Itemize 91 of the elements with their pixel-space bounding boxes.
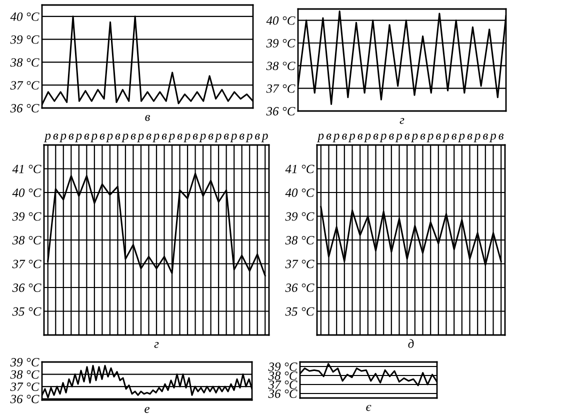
y-tick-label: 37 °C [268,380,298,389]
y-tick-label: 38 °C [285,236,314,244]
y-tick-label: 38 °C [12,236,42,244]
x-axis-title: г [154,342,159,348]
x-tick-label: в [404,134,410,140]
y-tick-label: 40 °C [266,16,296,25]
y-tick-label: 37 °C [10,382,40,391]
y-tick-label: 38 °C [10,58,40,67]
x-tick-label: р [184,134,190,142]
x-axis-title: е [144,406,150,413]
y-tick-label: 38 °C [266,62,296,70]
y-tick-label: 38 °C [10,370,40,379]
x-tick-label: р [230,134,237,142]
x-tick-label: в [240,134,244,140]
y-tick-label: 41 °C [12,164,42,174]
x-tick-label: р [44,134,51,142]
y-tick-label: 36 °C [10,104,40,112]
y-tick-label: 38 °C [268,372,298,380]
x-tick-label: в [483,134,488,140]
y-tick-label: 36 °C [268,390,298,398]
x-tick-label: в [162,134,167,140]
y-tick-label: 39 °C [10,358,40,366]
y-tick-label: 39 °C [12,212,42,221]
y-tick-label: 37 °C [285,260,314,268]
y-tick-label: 39 °C [268,362,298,371]
x-tick-label: р [317,134,324,142]
x-tick-label: р [168,134,175,142]
x-tick-label: р [380,134,386,142]
y-tick-label: 40 °C [12,188,42,197]
x-tick-label: р [395,134,402,142]
x-tick-label: в [342,134,347,140]
x-tick-label: р [364,134,371,142]
x-tick-label: р [75,134,82,142]
x-axis-title: д [408,339,414,348]
x-tick-label: р [442,134,449,142]
x-tick-label: в [358,134,363,140]
x-tick-label: в [53,134,58,140]
x-tick-label: в [436,134,441,140]
x-tick-label: в [452,134,457,140]
x-tick-label: в [467,134,472,140]
y-tick-label: 39 °C [10,35,40,44]
x-tick-label: в [208,134,214,140]
x-tick-label: р [60,134,66,142]
x-tick-label: р [489,134,496,142]
x-tick-label: в [192,134,198,140]
x-tick-label: р [426,134,434,142]
y-tick-label: 40 °C [285,188,314,197]
x-tick-label: в [389,134,394,140]
y-tick-label: 36 °C [12,284,42,292]
x-tick-label: в [84,134,90,140]
x-tick-label: в [130,134,136,140]
x-tick-label: в [115,134,120,140]
x-axis-title: в [145,114,150,121]
x-tick-label: р [246,134,252,142]
x-tick-label: в [255,134,260,140]
y-tick-label: 36 °C [266,107,296,116]
x-axis-title: г [400,118,404,124]
x-tick-label: в [68,134,74,140]
x-tick-label: в [100,134,105,140]
y-tick-label: 39 °C [266,39,296,48]
y-tick-label: 39 °C [285,212,314,221]
x-tick-label: р [348,134,355,142]
y-tick-label: 40 °C [10,12,40,21]
y-tick-label: 35 °C [285,307,314,316]
x-tick-label: в [420,134,426,140]
x-tick-label: р [152,134,160,142]
y-tick-label: 35 °C [12,307,42,316]
x-tick-label: р [137,134,144,142]
y-tick-label: 41 °C [285,164,314,174]
x-tick-label: р [122,134,128,142]
x-tick-label: в [224,134,229,140]
x-tick-label: в [373,134,378,140]
y-tick-label: 37 °C [12,260,42,268]
x-tick-label: р [214,134,222,142]
x-tick-label: р [199,134,206,142]
y-tick-label: 37 °C [10,81,40,90]
x-tick-label: р [261,134,268,142]
y-tick-label: 36 °C [10,394,40,404]
y-tick-label: 37 °C [266,84,296,93]
x-tick-label: в [498,134,504,140]
x-tick-label: р [411,134,418,142]
x-tick-label: в [326,134,332,140]
x-tick-label: в [177,134,182,140]
x-tick-label: р [332,134,340,142]
x-tick-label: р [458,134,465,142]
x-axis-title: є [366,404,372,411]
x-tick-label: р [90,134,98,142]
x-tick-label: в [146,134,152,140]
x-tick-label: р [106,134,113,142]
x-tick-label: р [474,134,480,142]
y-tick-label: 36 °C [285,284,314,292]
